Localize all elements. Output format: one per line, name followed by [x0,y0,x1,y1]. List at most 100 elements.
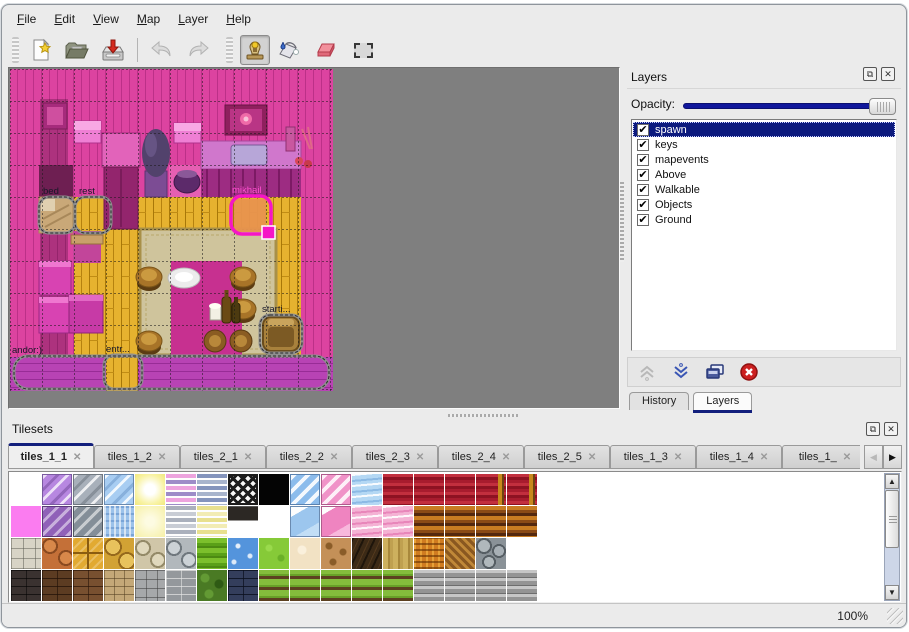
tileset-tile-wood-brown[interactable] [414,506,444,537]
tileset-tile-pale-yellow[interactable] [135,506,165,537]
tab-close-icon[interactable]: ✕ [501,451,511,463]
tileset-tile-farm-rows[interactable] [383,570,413,601]
tab-close-icon[interactable]: ✕ [243,451,253,463]
map-view[interactable]: bed rest mikhail starti... [8,67,620,409]
tileset-tile-planks-gray[interactable] [476,570,506,601]
tileset-tile-curtain-red-trim[interactable] [507,474,537,505]
layer-row-Ground[interactable]: ✔ Ground [633,212,895,227]
tileset-tile-planks-gray[interactable] [414,570,444,601]
dock-tab-layers[interactable]: Layers [693,392,753,410]
tileset-tile-stone-blocks[interactable] [11,538,41,569]
menu-file[interactable]: File [17,12,37,26]
tileset-tile-water-ripple[interactable] [104,506,134,537]
tileset-tile-brick-dark[interactable] [11,570,41,601]
tileset-tile-stonewall-gray[interactable] [135,570,165,601]
layer-row-Walkable[interactable]: ✔ Walkable [633,182,895,197]
duplicate-layer-button[interactable] [704,361,726,383]
scroll-tabs-left-button[interactable]: ◀ [864,445,883,469]
layer-visibility-checkbox[interactable]: ✔ [637,168,649,181]
tileset-tile-brick-blue[interactable] [228,570,258,601]
scrollbar-thumb[interactable] [885,490,899,548]
tileset-tab-tiles_1_2[interactable]: tiles_1_2 ✕ [94,445,180,469]
delete-layer-button[interactable] [738,361,760,383]
layer-visibility-checkbox[interactable]: ✔ [637,198,649,211]
tileset-tile-wood-brown[interactable] [445,506,475,537]
vertical-splitter[interactable] [619,67,625,409]
tileset-tab-tiles_1_1[interactable]: tiles_1_1 ✕ [8,443,94,469]
tileset-tile-lattice[interactable] [228,474,258,505]
tileset-tile-curtain-red[interactable] [445,474,475,505]
tileset-tab-tiles_1_[interactable]: tiles_1_ ✕ [782,445,860,469]
tileset-tile-glass-purple[interactable] [42,474,72,505]
layer-visibility-checkbox[interactable]: ✔ [637,213,649,226]
scroll-down-button[interactable]: ▼ [885,585,899,600]
tileset-tile-waves-pink[interactable] [383,506,413,537]
tab-close-icon[interactable]: ✕ [842,451,852,463]
tileset-view[interactable]: ▲ ▼ [8,471,902,603]
tileset-tile-stone-gold[interactable] [104,538,134,569]
undo-button[interactable] [147,35,177,65]
tileset-tile-glass-pink2[interactable] [321,506,351,537]
tileset-tile-stripes-gray[interactable] [166,506,196,537]
tab-close-icon[interactable]: ✕ [157,451,167,463]
layer-visibility-checkbox[interactable]: ✔ [637,183,649,196]
tileset-tile-sign-dark[interactable] [228,506,258,537]
layer-row-keys[interactable]: ✔ keys [633,137,895,152]
tileset-tile-glow-yellow[interactable] [135,474,165,505]
menu-layer[interactable]: Layer [178,12,209,26]
opacity-slider[interactable] [683,98,896,115]
tileset-tile-farm-rows[interactable] [352,570,382,601]
scroll-up-button[interactable]: ▲ [885,474,899,489]
layer-row-Above[interactable]: ✔ Above [633,167,895,182]
tileset-tile-glass-purple-dark[interactable] [42,506,72,537]
tileset-tile-farm-rows[interactable] [321,570,351,601]
toolbar-grip-2[interactable] [226,37,233,63]
tileset-tile-cobble-gray[interactable] [166,538,196,569]
tileset-tile-waves-pink[interactable] [352,506,382,537]
lower-layer-button[interactable] [670,361,692,383]
save-button[interactable] [98,35,128,65]
tileset-tile-farm-rows[interactable] [259,570,289,601]
tileset-tile-bark-dark[interactable] [352,538,382,569]
stamp-brush-button[interactable] [240,35,270,65]
tileset-tile-curtain-red[interactable] [383,474,413,505]
tileset-tile-cobble-orange[interactable] [42,538,72,569]
tileset-tab-tiles_2_5[interactable]: tiles_2_5 ✕ [524,445,610,469]
close-tilesets-button[interactable]: ✕ [884,422,898,436]
tileset-tile-stones-gray[interactable] [476,538,506,569]
tileset-scrollbar[interactable]: ▲ ▼ [884,473,900,601]
rect-select-button[interactable] [348,35,378,65]
tileset-tile-pink-solid[interactable] [11,506,41,537]
raise-layer-button[interactable] [636,361,658,383]
tab-close-icon[interactable]: ✕ [415,451,425,463]
tileset-tile-empty[interactable] [259,506,289,537]
map-object-rest[interactable]: rest [73,186,113,235]
tileset-tile-brick-brown2[interactable] [73,570,103,601]
layer-row-Objects[interactable]: ✔ Objects [633,197,895,212]
layer-row-spawn[interactable]: ✔ spawn [633,122,895,137]
dock-tab-history[interactable]: History [629,392,690,410]
tileset-tile-glass-blue-half[interactable] [290,506,320,537]
tileset-tile-planks-gray[interactable] [507,570,537,601]
tab-close-icon[interactable]: ✕ [587,451,597,463]
layer-row-mapevents[interactable]: ✔ mapevents [633,152,895,167]
map-object-mikhail-selected[interactable]: mikhail [229,185,276,240]
tileset-tab-tiles_2_2[interactable]: tiles_2_2 ✕ [266,445,352,469]
tileset-tile-weave-orange[interactable] [414,538,444,569]
tileset-tile-wood-brown[interactable] [507,506,537,537]
tileset-tile-brick-gray[interactable] [166,570,196,601]
map-object-start[interactable]: starti... [258,304,304,355]
menu-edit[interactable]: Edit [54,12,76,26]
tileset-tile-grass-stripes[interactable] [197,538,227,569]
tileset-tile-glass-pink[interactable] [321,474,351,505]
tileset-tile-waves-blue[interactable] [352,474,382,505]
tileset-tile-brick-brown[interactable] [42,570,72,601]
tab-close-icon[interactable]: ✕ [329,451,339,463]
layer-visibility-checkbox[interactable]: ✔ [637,123,649,136]
tileset-tile-tile-gold[interactable] [73,538,103,569]
tileset-tile-dirt-spots[interactable] [321,538,351,569]
tileset-tile-planks-gray[interactable] [445,570,475,601]
tileset-tile-glass-blue[interactable] [104,474,134,505]
layer-list[interactable]: ✔ spawn ✔ keys ✔ mapevents ✔ Above ✔ Walkable ✔ Obj… [631,119,897,351]
menu-view[interactable]: View [93,12,119,26]
